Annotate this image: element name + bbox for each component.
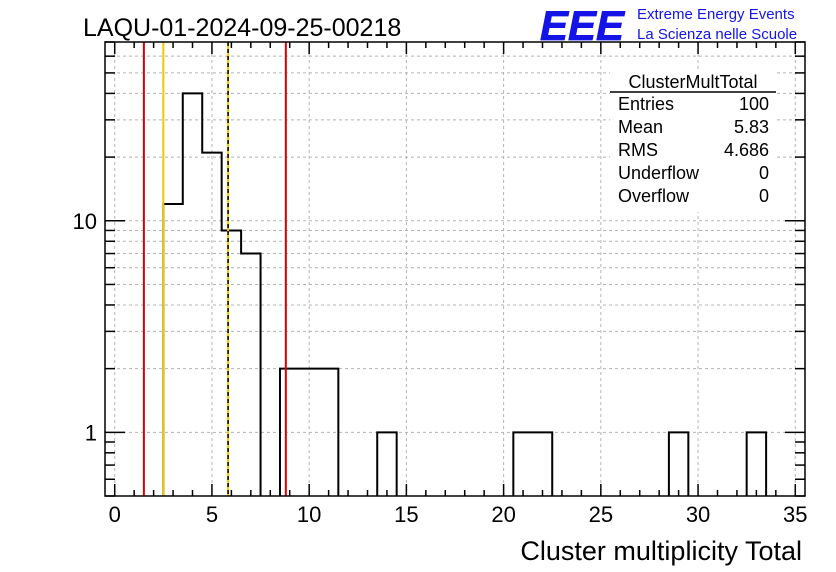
stats-label-mean: Mean [618, 117, 663, 137]
histogram-bin [241, 254, 260, 496]
stats-value-entries: 100 [739, 94, 769, 114]
histogram-bin [377, 432, 396, 496]
histogram-outline [162, 92, 768, 496]
histogram-bin [513, 432, 532, 496]
histogram-bin [163, 204, 182, 496]
stats-label-underflow: Underflow [618, 163, 700, 183]
run-title: LAQU-01-2024-09-25-00218 [83, 14, 401, 42]
histogram-bin [222, 230, 241, 496]
y-tick-label: 10 [73, 209, 97, 234]
histogram-bin [533, 432, 552, 496]
x-tick-label: 10 [297, 502, 321, 527]
stats-title: ClusterMultTotal [628, 72, 757, 92]
histogram-bin [299, 369, 318, 496]
stats-box-background [610, 70, 776, 212]
x-tick-label: 20 [491, 502, 515, 527]
stats-box: ClusterMultTotal Entries 100 Mean 5.83 R… [610, 70, 776, 212]
eee-logo: EEE [540, 2, 626, 49]
histogram-bin [202, 153, 221, 496]
x-tick-label: 0 [109, 502, 121, 527]
x-axis-label: Cluster multiplicity Total [520, 536, 802, 566]
stats-value-overflow: 0 [759, 186, 769, 206]
logo-line1: Extreme Energy Events [637, 6, 795, 23]
y-tick-label: 1 [85, 420, 97, 445]
stats-value-underflow: 0 [759, 163, 769, 183]
x-tick-label: 35 [783, 502, 807, 527]
histogram-bin [319, 369, 338, 496]
plot-frame [104, 41, 806, 497]
x-tick-label: 5 [206, 502, 218, 527]
x-tick-label: 25 [589, 502, 613, 527]
histogram-bin [280, 369, 299, 496]
x-tick-label: 15 [394, 502, 418, 527]
stats-label-rms: RMS [618, 140, 658, 160]
histogram-bin [747, 432, 766, 496]
stats-value-rms: 4.686 [724, 140, 769, 160]
histogram-layer [162, 92, 768, 496]
stats-label-overflow: Overflow [618, 186, 690, 206]
histogram-bin [669, 432, 688, 496]
axes-layer: 0 5 10 15 20 25 30 35 1 10 [73, 41, 808, 527]
stats-label-entries: Entries [618, 94, 674, 114]
x-tick-label: 30 [686, 502, 710, 527]
histogram-bin [183, 93, 202, 496]
stats-value-mean: 5.83 [734, 117, 769, 137]
logo-line2: La Scienza nelle Scuole [637, 26, 797, 43]
marker-lines-layer [142, 42, 287, 496]
